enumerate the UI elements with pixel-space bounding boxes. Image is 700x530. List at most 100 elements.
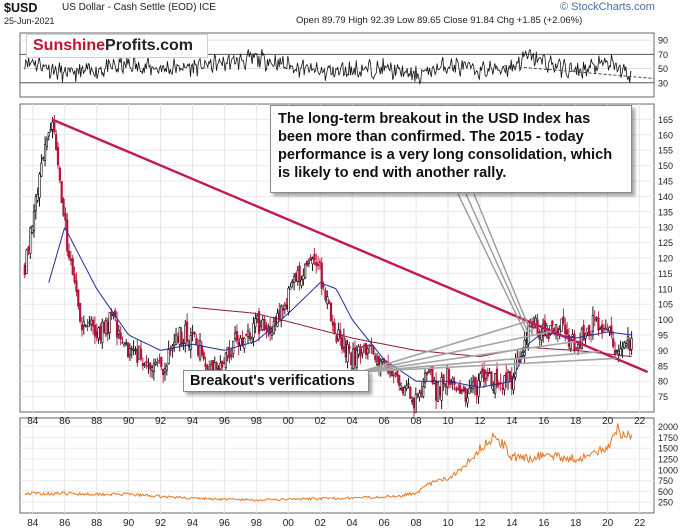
- price-x-tick: 86: [59, 416, 71, 427]
- candle-body: [401, 386, 405, 394]
- candle-body: [394, 373, 397, 375]
- candle-body: [412, 398, 416, 409]
- price-x-tick: 06: [379, 416, 391, 427]
- candle-body: [436, 381, 440, 402]
- candle-body: [466, 397, 469, 404]
- candle-body: [471, 381, 475, 390]
- candle-body: [359, 349, 362, 357]
- candle-body: [553, 328, 556, 332]
- candle-body: [506, 372, 510, 383]
- candle-body: [361, 346, 364, 354]
- volume-x-tick: 86: [59, 518, 71, 529]
- candle-body: [80, 324, 84, 331]
- candle-body: [418, 392, 421, 398]
- candle-body: [396, 370, 399, 377]
- candle-body: [304, 263, 307, 279]
- volume-x-tick: 12: [474, 518, 486, 529]
- price-y-tick: 120: [658, 254, 673, 264]
- price-y-tick: 130: [658, 223, 673, 233]
- candle-body: [577, 344, 580, 350]
- candle-body: [154, 362, 157, 365]
- candle-body: [265, 325, 268, 330]
- candle-body: [593, 318, 596, 321]
- candle-body: [302, 275, 305, 280]
- candle-body: [608, 327, 611, 332]
- candle-body: [625, 343, 628, 347]
- candle-body: [326, 296, 329, 305]
- candle-body: [25, 249, 28, 274]
- candle-body: [147, 365, 150, 368]
- rsi-y-tick: 50: [658, 64, 668, 74]
- candle-body: [571, 334, 574, 337]
- candle-body: [381, 359, 384, 362]
- candle-body: [42, 157, 45, 160]
- volume-x-tick: 02: [315, 518, 327, 529]
- volume-x-tick: 06: [379, 518, 391, 529]
- candle-body: [488, 372, 491, 375]
- candle-body: [167, 349, 170, 364]
- price-x-tick: 12: [474, 416, 486, 427]
- candle-body: [130, 348, 133, 351]
- volume-x-tick: 96: [219, 518, 231, 529]
- candle-body: [346, 344, 349, 363]
- candle-body: [235, 330, 239, 342]
- logo-part-profits: Profits.com: [105, 37, 194, 54]
- candle-body: [442, 374, 445, 385]
- candle-body: [173, 342, 176, 346]
- candle-body: [492, 389, 495, 391]
- candle-body: [263, 318, 266, 330]
- candle-body: [630, 337, 633, 350]
- candle-body: [329, 302, 333, 322]
- candle-body: [510, 375, 513, 389]
- candle-body: [152, 363, 156, 373]
- candle-body: [138, 345, 141, 360]
- candle-body: [540, 331, 543, 341]
- candle-body: [414, 393, 417, 413]
- candle-body: [82, 321, 85, 326]
- volume-x-tick: 08: [410, 518, 422, 529]
- price-y-tick: 75: [658, 392, 668, 402]
- volume-x-tick: 94: [187, 518, 199, 529]
- candle-body: [241, 337, 244, 345]
- candle-body: [560, 318, 563, 332]
- candle-body: [536, 319, 539, 335]
- candle-body: [200, 344, 203, 355]
- rsi-dashed-trend: [503, 65, 655, 80]
- candle-body: [342, 335, 345, 348]
- candle-body: [163, 368, 167, 373]
- price-x-tick: 16: [538, 416, 550, 427]
- volume-x-tick: 04: [347, 518, 359, 529]
- candle-body: [311, 258, 314, 265]
- candle-body: [158, 359, 161, 362]
- candle-body: [374, 355, 377, 361]
- candle-body: [599, 328, 602, 330]
- candle-body: [621, 346, 624, 350]
- candle-body: [36, 193, 39, 201]
- candle-body: [115, 320, 119, 338]
- candle-body: [97, 327, 100, 339]
- price-y-tick: 105: [658, 300, 673, 310]
- ma-long-line: [192, 306, 632, 358]
- candle-body: [149, 362, 152, 370]
- candle-body: [446, 368, 449, 388]
- candle-body: [399, 388, 403, 390]
- candle-body: [31, 225, 34, 233]
- candle-body: [372, 346, 375, 355]
- candle-body: [259, 326, 262, 331]
- price-y-tick: 110: [658, 284, 672, 294]
- volume-x-tick: 14: [506, 518, 518, 529]
- candle-body: [335, 335, 338, 342]
- candle-body: [623, 342, 626, 349]
- price-y-tick: 85: [658, 361, 668, 371]
- candle-body: [322, 285, 325, 287]
- candle-body: [215, 362, 218, 370]
- candle-body: [174, 334, 178, 345]
- candle-body: [233, 332, 237, 339]
- candle-body: [228, 348, 231, 359]
- candle-body: [47, 132, 50, 137]
- candle-body: [320, 262, 323, 289]
- price-x-tick: 84: [27, 416, 39, 427]
- volume-y-tick: 2000: [658, 422, 678, 432]
- candle-body: [494, 373, 497, 394]
- candle-body: [289, 286, 292, 290]
